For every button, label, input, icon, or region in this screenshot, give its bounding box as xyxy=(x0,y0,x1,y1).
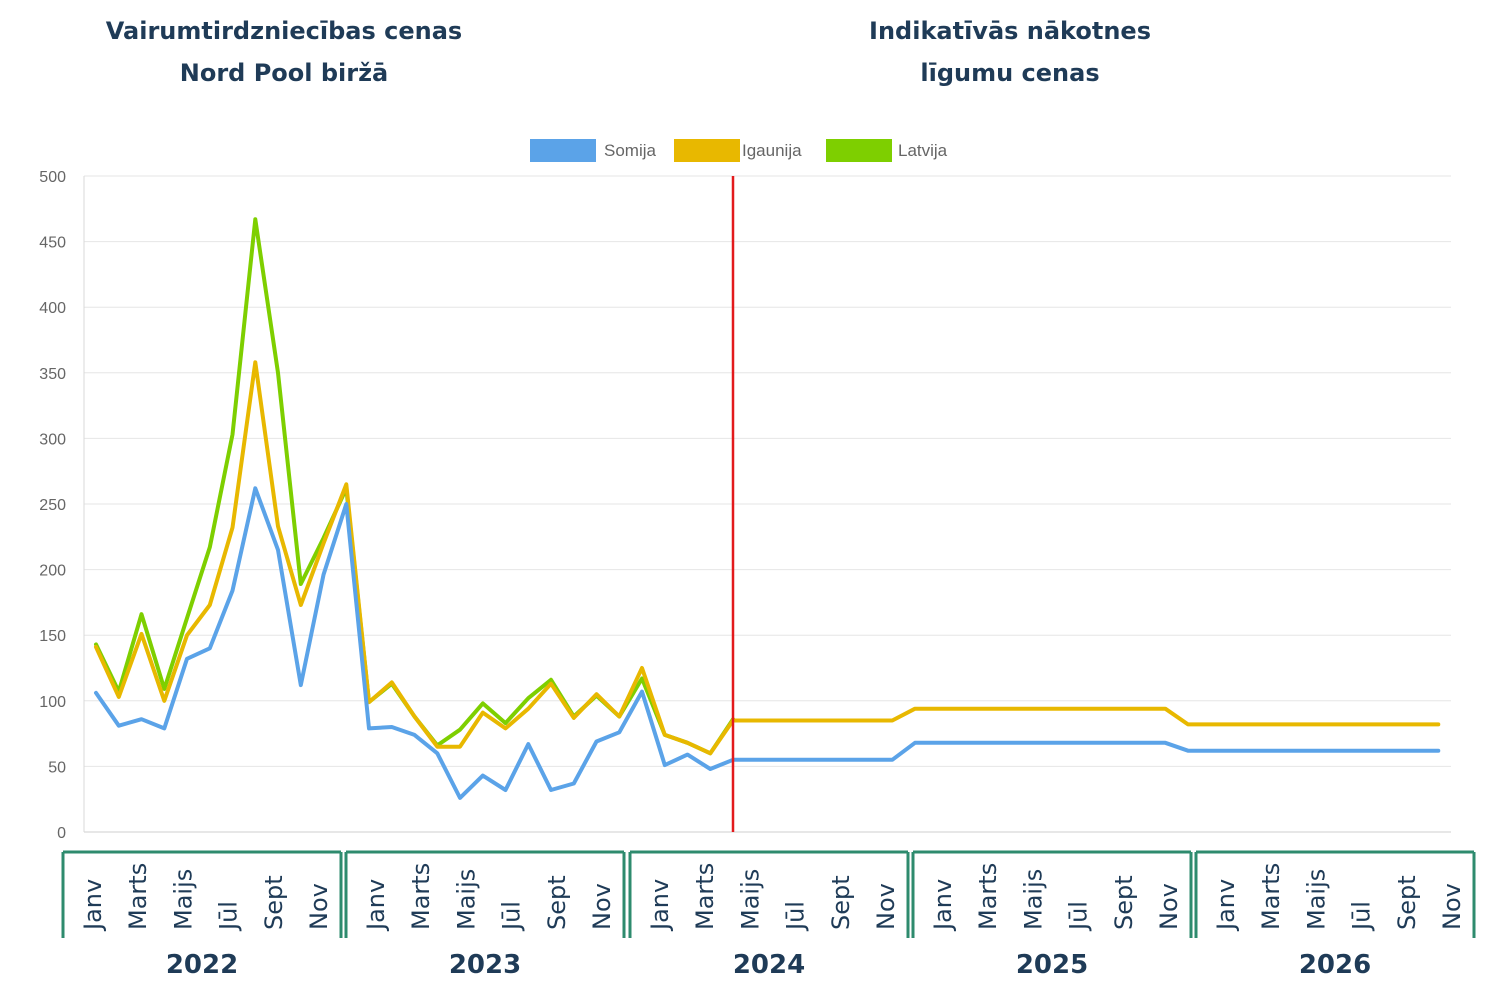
month-label: Janv xyxy=(646,879,674,932)
y-tick-label: 150 xyxy=(39,628,66,645)
month-label: Jūl xyxy=(1348,901,1376,932)
legend-label-igaunija: Igaunija xyxy=(742,141,802,160)
month-label: Nov xyxy=(1155,883,1183,930)
y-tick-label: 50 xyxy=(48,759,66,776)
x-axis: Janv Marts Maijs Jūl Sept Nov 2022 Janv Marts Mai… xyxy=(61,850,1476,980)
month-label: Jūl xyxy=(215,901,243,932)
month-label: Janv xyxy=(929,879,957,932)
historical-heading-line2: Nord Pool biržā xyxy=(179,59,389,87)
year-group-2026: Janv Marts Maijs Jūl Sept Nov 2026 xyxy=(1194,850,1476,980)
series-lines xyxy=(94,217,1441,800)
y-tick-label: 500 xyxy=(39,169,66,186)
month-label: Maijs xyxy=(1019,869,1047,930)
month-label: Sept xyxy=(827,875,855,930)
month-label: Jūl xyxy=(782,901,810,932)
month-label: Nov xyxy=(305,883,333,930)
y-axis-ticks: 0 50 100 150 200 250 300 350 400 450 500 xyxy=(39,169,66,842)
legend: Somija Igaunija Latvija xyxy=(530,139,948,162)
grid xyxy=(83,175,1451,833)
month-label: Nov xyxy=(588,883,616,930)
year-label: 2023 xyxy=(449,950,521,980)
legend-label-latvija: Latvija xyxy=(898,141,948,160)
month-label: Janv xyxy=(362,879,390,932)
month-label: Nov xyxy=(1438,883,1466,930)
y-tick-label: 350 xyxy=(39,366,66,383)
y-tick-label: 200 xyxy=(39,563,66,580)
year-group-2023: Janv Marts Maijs Jūl Sept Nov 2023 xyxy=(344,850,626,980)
month-label: Maijs xyxy=(452,869,480,930)
month-label: Marts xyxy=(691,863,719,930)
month-label: Janv xyxy=(79,879,107,932)
month-label: Nov xyxy=(872,883,900,930)
year-label: 2022 xyxy=(166,950,238,980)
year-label: 2025 xyxy=(1016,950,1088,980)
month-label: Maijs xyxy=(1302,869,1330,930)
month-label: Sept xyxy=(543,875,571,930)
y-tick-label: 0 xyxy=(57,825,66,842)
y-tick-label: 400 xyxy=(39,300,66,317)
month-label: Maijs xyxy=(169,869,197,930)
legend-swatch-igaunija xyxy=(674,139,740,162)
year-label: 2024 xyxy=(733,950,805,980)
month-label: Sept xyxy=(1110,875,1138,930)
legend-label-somija: Somija xyxy=(604,141,657,160)
month-label: Jūl xyxy=(1065,901,1093,932)
series-line-igaunija xyxy=(94,360,1441,756)
month-label: Marts xyxy=(407,863,435,930)
month-label: Jūl xyxy=(498,901,526,932)
month-label: Marts xyxy=(1257,863,1285,930)
year-group-2022: Janv Marts Maijs Jūl Sept Nov 2022 xyxy=(61,850,343,980)
month-label: Maijs xyxy=(736,869,764,930)
year-label: 2026 xyxy=(1299,950,1371,980)
month-label: Janv xyxy=(1212,879,1240,932)
series-line-somija xyxy=(94,486,1441,800)
futures-heading-line1: Indikatīvās nākotnes xyxy=(869,17,1151,45)
y-tick-label: 450 xyxy=(39,235,66,252)
y-tick-label: 100 xyxy=(39,694,66,711)
historical-heading: Vairumtirdzniecības cenas Nord Pool birž… xyxy=(84,10,484,94)
y-tick-label: 250 xyxy=(39,497,66,514)
legend-swatch-somija xyxy=(530,139,596,162)
month-label: Sept xyxy=(1393,875,1421,930)
historical-heading-line1: Vairumtirdzniecības cenas xyxy=(105,17,463,45)
futures-heading: Indikatīvās nākotnes līgumu cenas xyxy=(810,10,1210,94)
futures-heading-line2: līgumu cenas xyxy=(920,59,1100,87)
year-group-2025: Janv Marts Maijs Jūl Sept Nov 2025 xyxy=(911,850,1193,980)
year-group-2024: Janv Marts Maijs Jūl Sept Nov 2024 xyxy=(628,850,910,980)
month-label: Sept xyxy=(260,875,288,930)
month-label: Marts xyxy=(124,863,152,930)
legend-swatch-latvija xyxy=(826,139,892,162)
y-tick-label: 300 xyxy=(39,431,66,448)
month-label: Marts xyxy=(974,863,1002,930)
